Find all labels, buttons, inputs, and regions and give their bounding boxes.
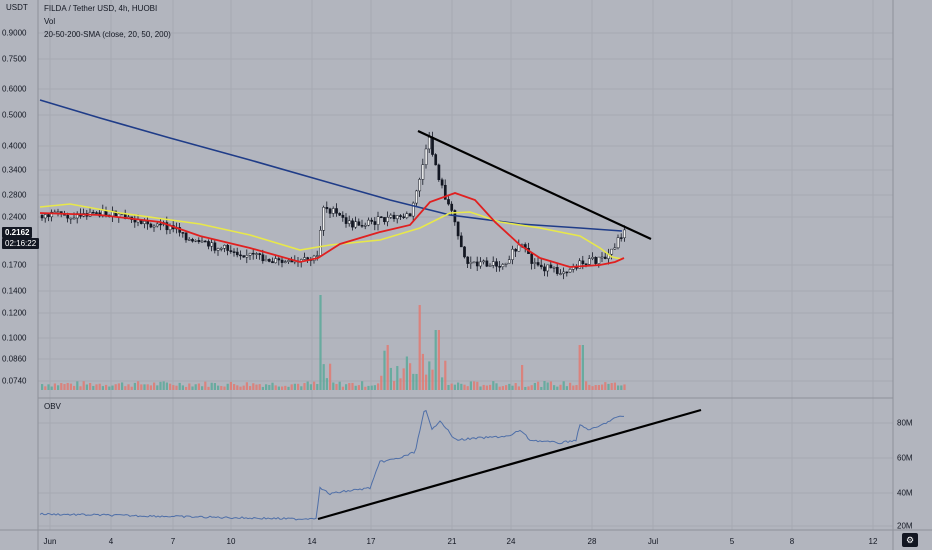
price-tick: 0.1200 [2, 308, 27, 318]
price-tick: 0.1400 [2, 286, 27, 296]
gear-icon: ⚙ [905, 535, 915, 545]
symbol-title: FILDA / Tether USD, 4h, HUOBI [44, 4, 158, 13]
time-tick: 7 [170, 537, 176, 546]
time-tick: 24 [506, 537, 516, 546]
ascending-trendline[interactable] [317, 408, 702, 521]
price-tick: 0.5000 [2, 110, 27, 120]
volume-indicator-label[interactable]: Vol [44, 17, 56, 26]
grid-lines [38, 0, 893, 530]
time-tick: 10 [226, 537, 236, 546]
price-tick: 0.1000 [2, 333, 27, 343]
obv-title[interactable]: OBV [44, 402, 61, 411]
time-tick: 4 [108, 537, 114, 546]
time-tick: Jul [647, 537, 659, 546]
time-tick: 5 [729, 537, 735, 546]
obv-tick: 20M [897, 521, 913, 531]
time-tick: 8 [789, 537, 795, 546]
price-tick: 0.7500 [2, 54, 27, 64]
time-tick: 12 [868, 537, 878, 546]
time-tick: Jun [43, 537, 57, 546]
price-tick: 0.2800 [2, 190, 27, 200]
time-tick: 21 [447, 537, 457, 546]
price-tick: 0.9000 [2, 28, 27, 38]
sma-200-line [39, 99, 623, 232]
currency-label: USDT [6, 3, 28, 12]
last-price-label: 0.2162 [2, 227, 33, 238]
price-tick: 0.6000 [2, 84, 27, 94]
time-tick: 28 [587, 537, 597, 546]
descending-trendline[interactable] [417, 130, 652, 240]
price-tick: 0.4000 [2, 141, 27, 151]
settings-button[interactable]: ⚙ [902, 533, 918, 547]
bar-countdown: 02:16:22 [2, 238, 40, 249]
obv-tick: 80M [897, 418, 913, 428]
obv-line [39, 409, 625, 521]
volume-bars [41, 295, 626, 390]
time-tick: 17 [366, 537, 376, 546]
price-tick: 0.0860 [2, 354, 27, 364]
obv-tick: 40M [897, 488, 913, 498]
sma-indicator-label[interactable]: 20-50-200-SMA (close, 20, 50, 200) [44, 30, 171, 39]
price-tick: 0.1700 [2, 260, 27, 270]
sma-50-line [39, 203, 623, 260]
sma-20-line [39, 192, 625, 268]
price-tick: 0.3400 [2, 165, 27, 175]
price-tick: 0.2400 [2, 212, 27, 222]
obv-tick: 60M [897, 453, 913, 463]
price-tick: 0.0740 [2, 376, 27, 386]
time-tick: 14 [307, 537, 317, 546]
